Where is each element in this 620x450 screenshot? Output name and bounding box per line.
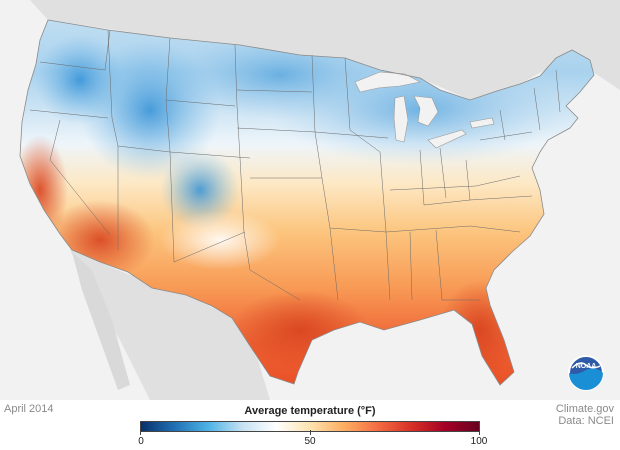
- map-footer: April 2014 Average temperature (°F) 0 50…: [0, 400, 620, 450]
- legend-title: Average temperature (°F): [244, 405, 376, 417]
- credit-data: Data: NCEI: [558, 415, 614, 427]
- great-lakes: [354, 71, 495, 149]
- lake-ontario: [469, 117, 495, 129]
- canada-landmass: [0, 0, 620, 100]
- baja-peninsula: [72, 252, 130, 390]
- credit-source: Climate.gov: [555, 403, 614, 415]
- mexico-landmass: [70, 250, 270, 400]
- legend-tick-label-100: 100: [470, 436, 488, 447]
- noaa-logo: NOAA: [568, 355, 604, 391]
- legend-tick-mark-100: [479, 430, 480, 435]
- temperature-map: NOAA: [0, 0, 620, 400]
- date-label: April 2014: [4, 403, 54, 415]
- legend-tick-label-0: 0: [138, 436, 144, 447]
- state-borders: [29, 29, 561, 301]
- legend-tick-label-50: 50: [304, 436, 316, 447]
- legend-tick-mark-50: [310, 430, 311, 435]
- map-svg: NOAA: [0, 0, 620, 400]
- noaa-logo-text: NOAA: [576, 363, 597, 370]
- lake-erie: [427, 129, 467, 149]
- lake-michigan: [393, 95, 409, 143]
- credit: Climate.gov Data: NCEI: [556, 403, 614, 427]
- legend-tick-mark-0: [140, 430, 141, 435]
- lake-huron: [413, 95, 439, 127]
- lake-superior: [354, 71, 421, 93]
